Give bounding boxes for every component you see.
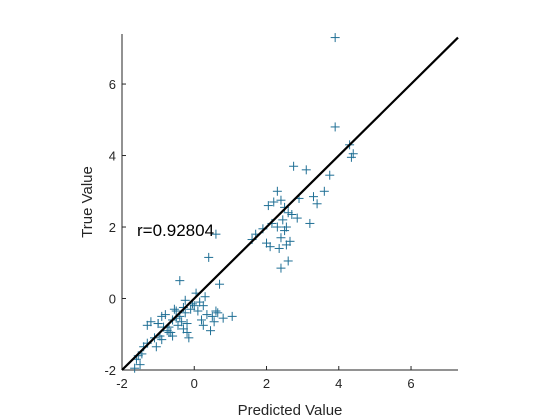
data-point [178,324,188,334]
x-tick-label: 2 [263,376,270,391]
data-point [173,320,183,330]
data-point [153,319,163,329]
data-point [164,327,174,337]
x-tick-label: 4 [335,376,342,391]
data-point [209,317,219,327]
data-point [168,331,178,341]
data-point [281,240,291,250]
data-point [330,122,340,132]
data-point [180,295,190,305]
x-tick-label: -2 [116,376,128,391]
data-point [146,317,156,327]
y-tick-label: -2 [104,363,116,378]
data-point [171,306,181,316]
data-point [289,161,299,171]
data-point [227,311,237,321]
data-point [287,210,297,220]
data-point [135,360,145,370]
data-point [280,226,290,236]
data-point [211,229,221,239]
data-point [206,326,216,336]
data-point [263,201,273,211]
data-point [325,170,335,180]
data-point [157,311,167,321]
data-point [215,279,225,289]
data-point [283,208,293,218]
data-point [175,276,185,286]
data-point [157,335,167,345]
data-point [177,317,187,327]
data-point [346,152,356,162]
fit-line [121,36,459,371]
y-tick-label: 2 [109,220,116,235]
data-point [218,313,228,323]
data-point [276,263,286,273]
y-tick-label: 6 [109,77,116,92]
data-point [200,292,210,302]
data-point [262,238,272,248]
x-axis-label: Predicted Value [238,402,343,419]
data-point [211,306,221,316]
data-point [151,342,161,352]
data-point [272,222,282,232]
data-point [207,311,217,321]
data-point [213,308,223,318]
data-point [348,149,358,159]
data-point [160,310,170,320]
data-point [184,333,194,343]
y-tick-label: 0 [109,292,116,307]
data-point [269,197,279,207]
x-tick-label: 0 [191,376,198,391]
data-point [305,218,315,228]
data-point [202,310,212,320]
data-point [189,301,199,311]
x-tick-label: 6 [407,376,414,391]
data-point [180,308,190,318]
data-point [292,213,302,223]
data-point [276,195,286,205]
y-axis-label: True Value [79,166,96,238]
y-ticks: -2 0 2 4 6 [104,77,126,378]
data-point [193,306,203,316]
data-point [162,326,172,336]
data-point [312,199,322,209]
data-point [319,186,329,196]
data-point [283,256,293,266]
data-point [182,327,192,337]
y-tick-label: 4 [109,149,116,164]
data-point [142,320,152,330]
data-point [301,165,311,175]
data-point [281,222,291,232]
data-points [130,33,358,373]
data-point [204,252,214,262]
data-point [330,33,340,43]
data-point [182,319,192,329]
data-point [186,304,196,314]
data-point [265,242,275,252]
data-point [195,297,205,307]
data-point [272,186,282,196]
correlation-annotation: r=0.92804 [137,221,214,240]
data-point [196,315,206,325]
data-point [169,304,179,314]
data-point [198,301,208,311]
data-point [285,236,295,246]
axes-box [121,34,458,371]
data-point [274,243,284,253]
data-point [130,363,140,373]
data-point [276,233,286,243]
data-point [198,320,208,330]
data-point [308,192,318,202]
data-point [278,215,288,225]
